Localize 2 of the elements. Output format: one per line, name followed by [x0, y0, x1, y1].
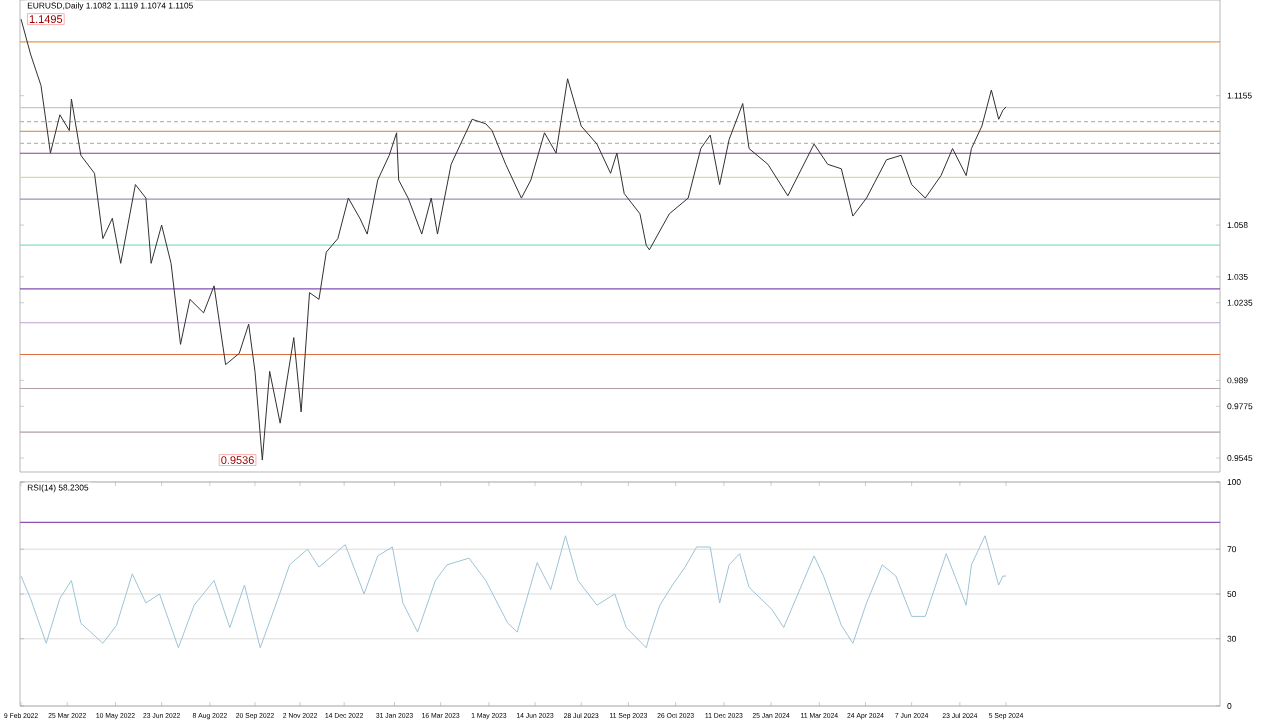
line-series — [20, 18, 1007, 461]
line-series — [20, 535, 1007, 649]
